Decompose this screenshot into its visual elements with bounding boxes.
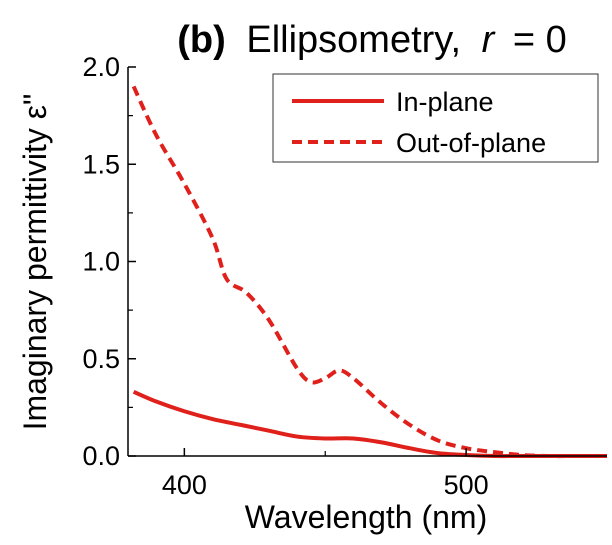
x-axis-title: Wavelength (nm) [245, 499, 487, 535]
y-tick-label: 0.0 [82, 441, 120, 471]
legend-label-in-plane: In-plane [396, 87, 494, 117]
chart-title-variable: r [482, 19, 496, 61]
series-line-in-plane [132, 389, 607, 459]
legend-box [272, 73, 599, 163]
legend: In-plane Out-of-plane [272, 73, 599, 163]
chart-title: (b) Ellipsometry, r = 0 [177, 19, 566, 61]
y-axis-title: Imaginary permittivity ε" [17, 94, 53, 431]
series-line-out-of-plane [131, 85, 607, 459]
y-tick-label: 1.5 [82, 149, 120, 179]
legend-label-out-of-plane: Out-of-plane [396, 128, 546, 158]
y-tick-label: 1.0 [82, 247, 120, 277]
y-tick-label: 0.5 [82, 344, 120, 374]
x-tick-label: 500 [444, 470, 489, 500]
x-tick-label: 400 [162, 470, 207, 500]
axes-layer: 0.0 0.5 1.0 1.5 2.0 400 500 [82, 52, 607, 500]
chart-title-text: Ellipsometry, [246, 19, 461, 61]
y-tick-label: 2.0 [82, 52, 120, 82]
chart-title-panel: (b) [177, 19, 226, 61]
chart-title-equals: = 0 [513, 19, 567, 61]
